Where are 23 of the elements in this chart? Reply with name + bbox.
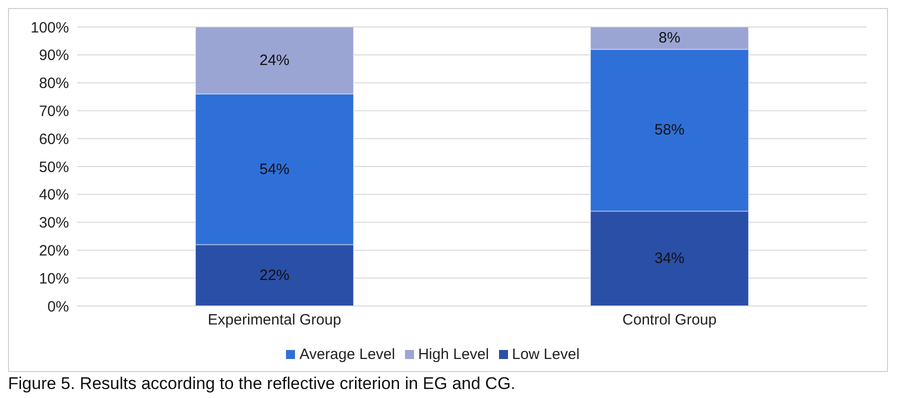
legend-label: Average Level	[299, 346, 396, 363]
y-tick-label: 40%	[38, 186, 69, 204]
legend-label: High Level	[418, 346, 489, 363]
y-tick-label: 70%	[38, 103, 69, 120]
data-label: 58%	[654, 122, 685, 139]
legend-label: Low Level	[512, 346, 580, 363]
x-tick-label: Experimental Group	[208, 312, 342, 329]
x-tick-label: Control Group	[622, 312, 717, 329]
y-tick-label: 50%	[38, 158, 69, 176]
y-tick-label: 60%	[38, 130, 69, 148]
y-tick-label: 10%	[38, 270, 69, 288]
y-tick-label: 30%	[38, 214, 69, 232]
y-tick-label: 0%	[47, 298, 69, 316]
data-label: 22%	[259, 266, 290, 284]
caption: Figure 5. Results according to the reflective criterion in EG and CG.	[8, 374, 516, 394]
y-tick-label: 90%	[38, 47, 69, 64]
data-label: 54%	[259, 160, 290, 178]
data-label: 8%	[658, 30, 680, 47]
data-label: 34%	[654, 250, 685, 268]
y-tick-label: 80%	[38, 75, 69, 92]
data-label: 24%	[259, 52, 290, 69]
y-tick-label: 20%	[38, 242, 69, 260]
y-tick-label: 100%	[30, 19, 69, 36]
